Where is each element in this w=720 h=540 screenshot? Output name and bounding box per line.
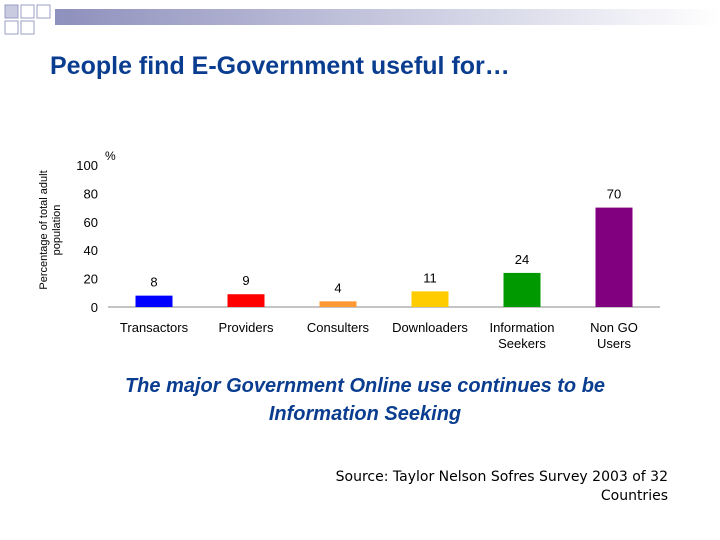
bar bbox=[595, 207, 633, 307]
data-label: 70 bbox=[607, 187, 621, 202]
bar bbox=[503, 272, 541, 307]
y-tick-label: 100 bbox=[76, 158, 98, 173]
y-unit-label: % bbox=[105, 149, 116, 163]
bar bbox=[227, 294, 265, 307]
bar bbox=[411, 291, 449, 307]
data-label: 4 bbox=[334, 280, 341, 295]
source-note: Source: Taylor Nelson Sofres Survey 2003… bbox=[268, 468, 668, 506]
x-tick-label: Providers bbox=[219, 320, 274, 335]
caption-line-2: Information Seeking bbox=[268, 403, 462, 425]
header-square bbox=[4, 4, 19, 19]
bar-chart: 0 20 40 60 80 100% Percentage of total adult po… bbox=[38, 149, 660, 351]
y-tick-label: 80 bbox=[84, 186, 98, 201]
data-label: 24 bbox=[515, 252, 529, 267]
y-tick-label: 20 bbox=[84, 272, 98, 287]
header-rule bbox=[55, 9, 720, 25]
data-label: 9 bbox=[242, 273, 249, 288]
x-tick-label: Transactors bbox=[120, 320, 189, 335]
y-axis-label-line-2: population bbox=[51, 205, 63, 256]
y-axis-label: Percentage of total adult bbox=[38, 170, 50, 289]
y-tick-label: 40 bbox=[84, 243, 98, 258]
bar bbox=[135, 295, 173, 307]
y-tick-label: 60 bbox=[84, 215, 98, 230]
header-square bbox=[4, 20, 19, 35]
data-label: 8 bbox=[150, 275, 157, 290]
slide-title: People find E-Government useful for… bbox=[50, 52, 510, 80]
bar bbox=[319, 301, 357, 307]
x-tick-label: Non GO bbox=[590, 320, 638, 335]
header-decoration bbox=[4, 4, 720, 35]
source-line-2: Countries bbox=[600, 488, 668, 504]
header-square bbox=[20, 4, 35, 19]
header-square bbox=[36, 4, 51, 19]
slide-caption: The major Government Online use continue… bbox=[40, 372, 690, 428]
x-tick-label: Seekers bbox=[498, 336, 546, 351]
y-tick-label: 0 bbox=[91, 300, 98, 315]
caption-line-1: The major Government Online use continue… bbox=[124, 375, 606, 397]
x-tick-label: Information bbox=[489, 320, 554, 335]
source-line-1: Source: Taylor Nelson Sofres Survey 2003… bbox=[335, 469, 668, 485]
data-label: 11 bbox=[423, 270, 437, 285]
header-square bbox=[20, 20, 35, 35]
x-tick-label: Downloaders bbox=[392, 320, 468, 335]
x-tick-label: Consulters bbox=[307, 320, 370, 335]
x-tick-label: Users bbox=[597, 336, 631, 351]
